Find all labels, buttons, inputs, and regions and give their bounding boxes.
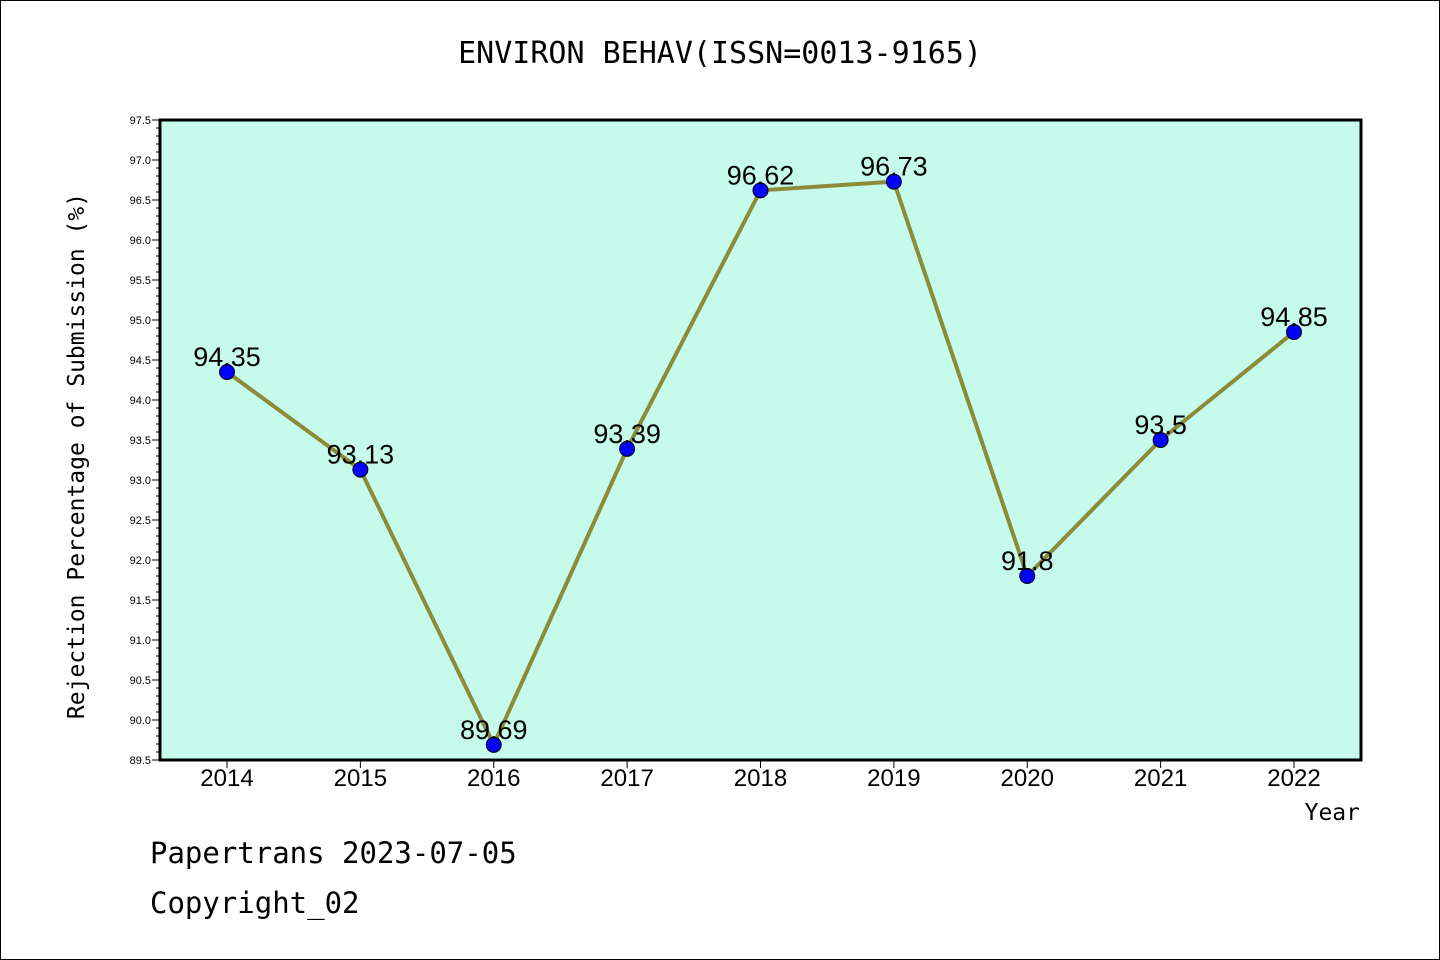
data-point — [1019, 568, 1036, 584]
x-tick-label: 2021 — [1134, 765, 1187, 792]
y-tick-label: 97.5 — [130, 115, 151, 127]
y-tick-label: 94.5 — [130, 355, 151, 367]
data-label: 94.85 — [1260, 302, 1328, 332]
data-label-group: 94.35 93.13 89.69 93.39 96.62 96.73 91.8 93.5 94… — [193, 152, 1328, 745]
y-axis-label: Rejection Percentage of Submission (%) — [64, 193, 90, 719]
plot-border — [158, 118, 1363, 762]
data-label: 89.69 — [460, 715, 528, 745]
data-point — [1286, 324, 1302, 340]
data-point — [752, 182, 769, 199]
y-tick-label: 92.5 — [130, 515, 151, 527]
y-tick-label: 97.0 — [130, 155, 151, 167]
data-label: 96.73 — [860, 152, 928, 182]
y-tick-label: 96.0 — [130, 235, 151, 247]
data-label: 93.5 — [1134, 410, 1187, 440]
data-label: 96.62 — [727, 160, 795, 190]
y-tick-label: 95.0 — [130, 315, 151, 327]
y-tick-label: 95.5 — [130, 275, 151, 287]
y-tick-label: 90.0 — [130, 715, 151, 727]
x-tick-label: 2019 — [867, 765, 920, 792]
y-tick-label: 91.0 — [130, 635, 151, 647]
x-axis: 2014 2015 2016 2017 2018 2019 2020 2021 2022 — [200, 760, 1321, 792]
data-label: 93.39 — [593, 419, 661, 449]
x-tick-label: 2015 — [334, 765, 387, 792]
x-tick-label: 2022 — [1267, 765, 1320, 792]
y-tick-label: 93.0 — [130, 475, 151, 487]
data-point — [619, 440, 636, 457]
data-label: 94.35 — [193, 342, 261, 372]
footer-copyright: Copyright_02 — [150, 886, 360, 920]
x-tick-label: 2018 — [734, 765, 787, 792]
data-point — [1152, 432, 1169, 448]
y-axis: 89.5 90.0 90.5 91.0 91.5 92.0 92.5 93.0 93.5 94.0… — [130, 115, 160, 767]
x-tick-label: 2014 — [200, 765, 253, 792]
y-tick-label: 93.5 — [130, 435, 151, 447]
y-tick-label: 92.0 — [130, 555, 151, 567]
data-label: 91.8 — [1001, 546, 1054, 576]
y-tick-label: 91.5 — [130, 595, 151, 607]
footer-watermark: Papertrans 2023-07-05 — [150, 836, 517, 870]
y-tick-label: 96.5 — [130, 195, 151, 207]
y-tick-label: 94.0 — [130, 395, 151, 407]
x-axis-label: Year — [1305, 800, 1360, 826]
data-point — [352, 461, 369, 478]
y-tick-label: 90.5 — [130, 675, 151, 687]
data-point — [885, 173, 902, 190]
x-tick-label: 2020 — [1001, 765, 1054, 792]
data-point — [219, 364, 235, 380]
series-line-group — [219, 173, 1302, 753]
x-tick-label: 2016 — [467, 765, 520, 792]
y-tick-label: 89.5 — [130, 755, 151, 767]
data-point — [485, 736, 502, 753]
data-label: 93.13 — [327, 440, 395, 470]
chart-title: ENVIRON BEHAV(ISSN=0013-9165) — [458, 36, 982, 71]
x-tick-label: 2017 — [600, 765, 653, 792]
